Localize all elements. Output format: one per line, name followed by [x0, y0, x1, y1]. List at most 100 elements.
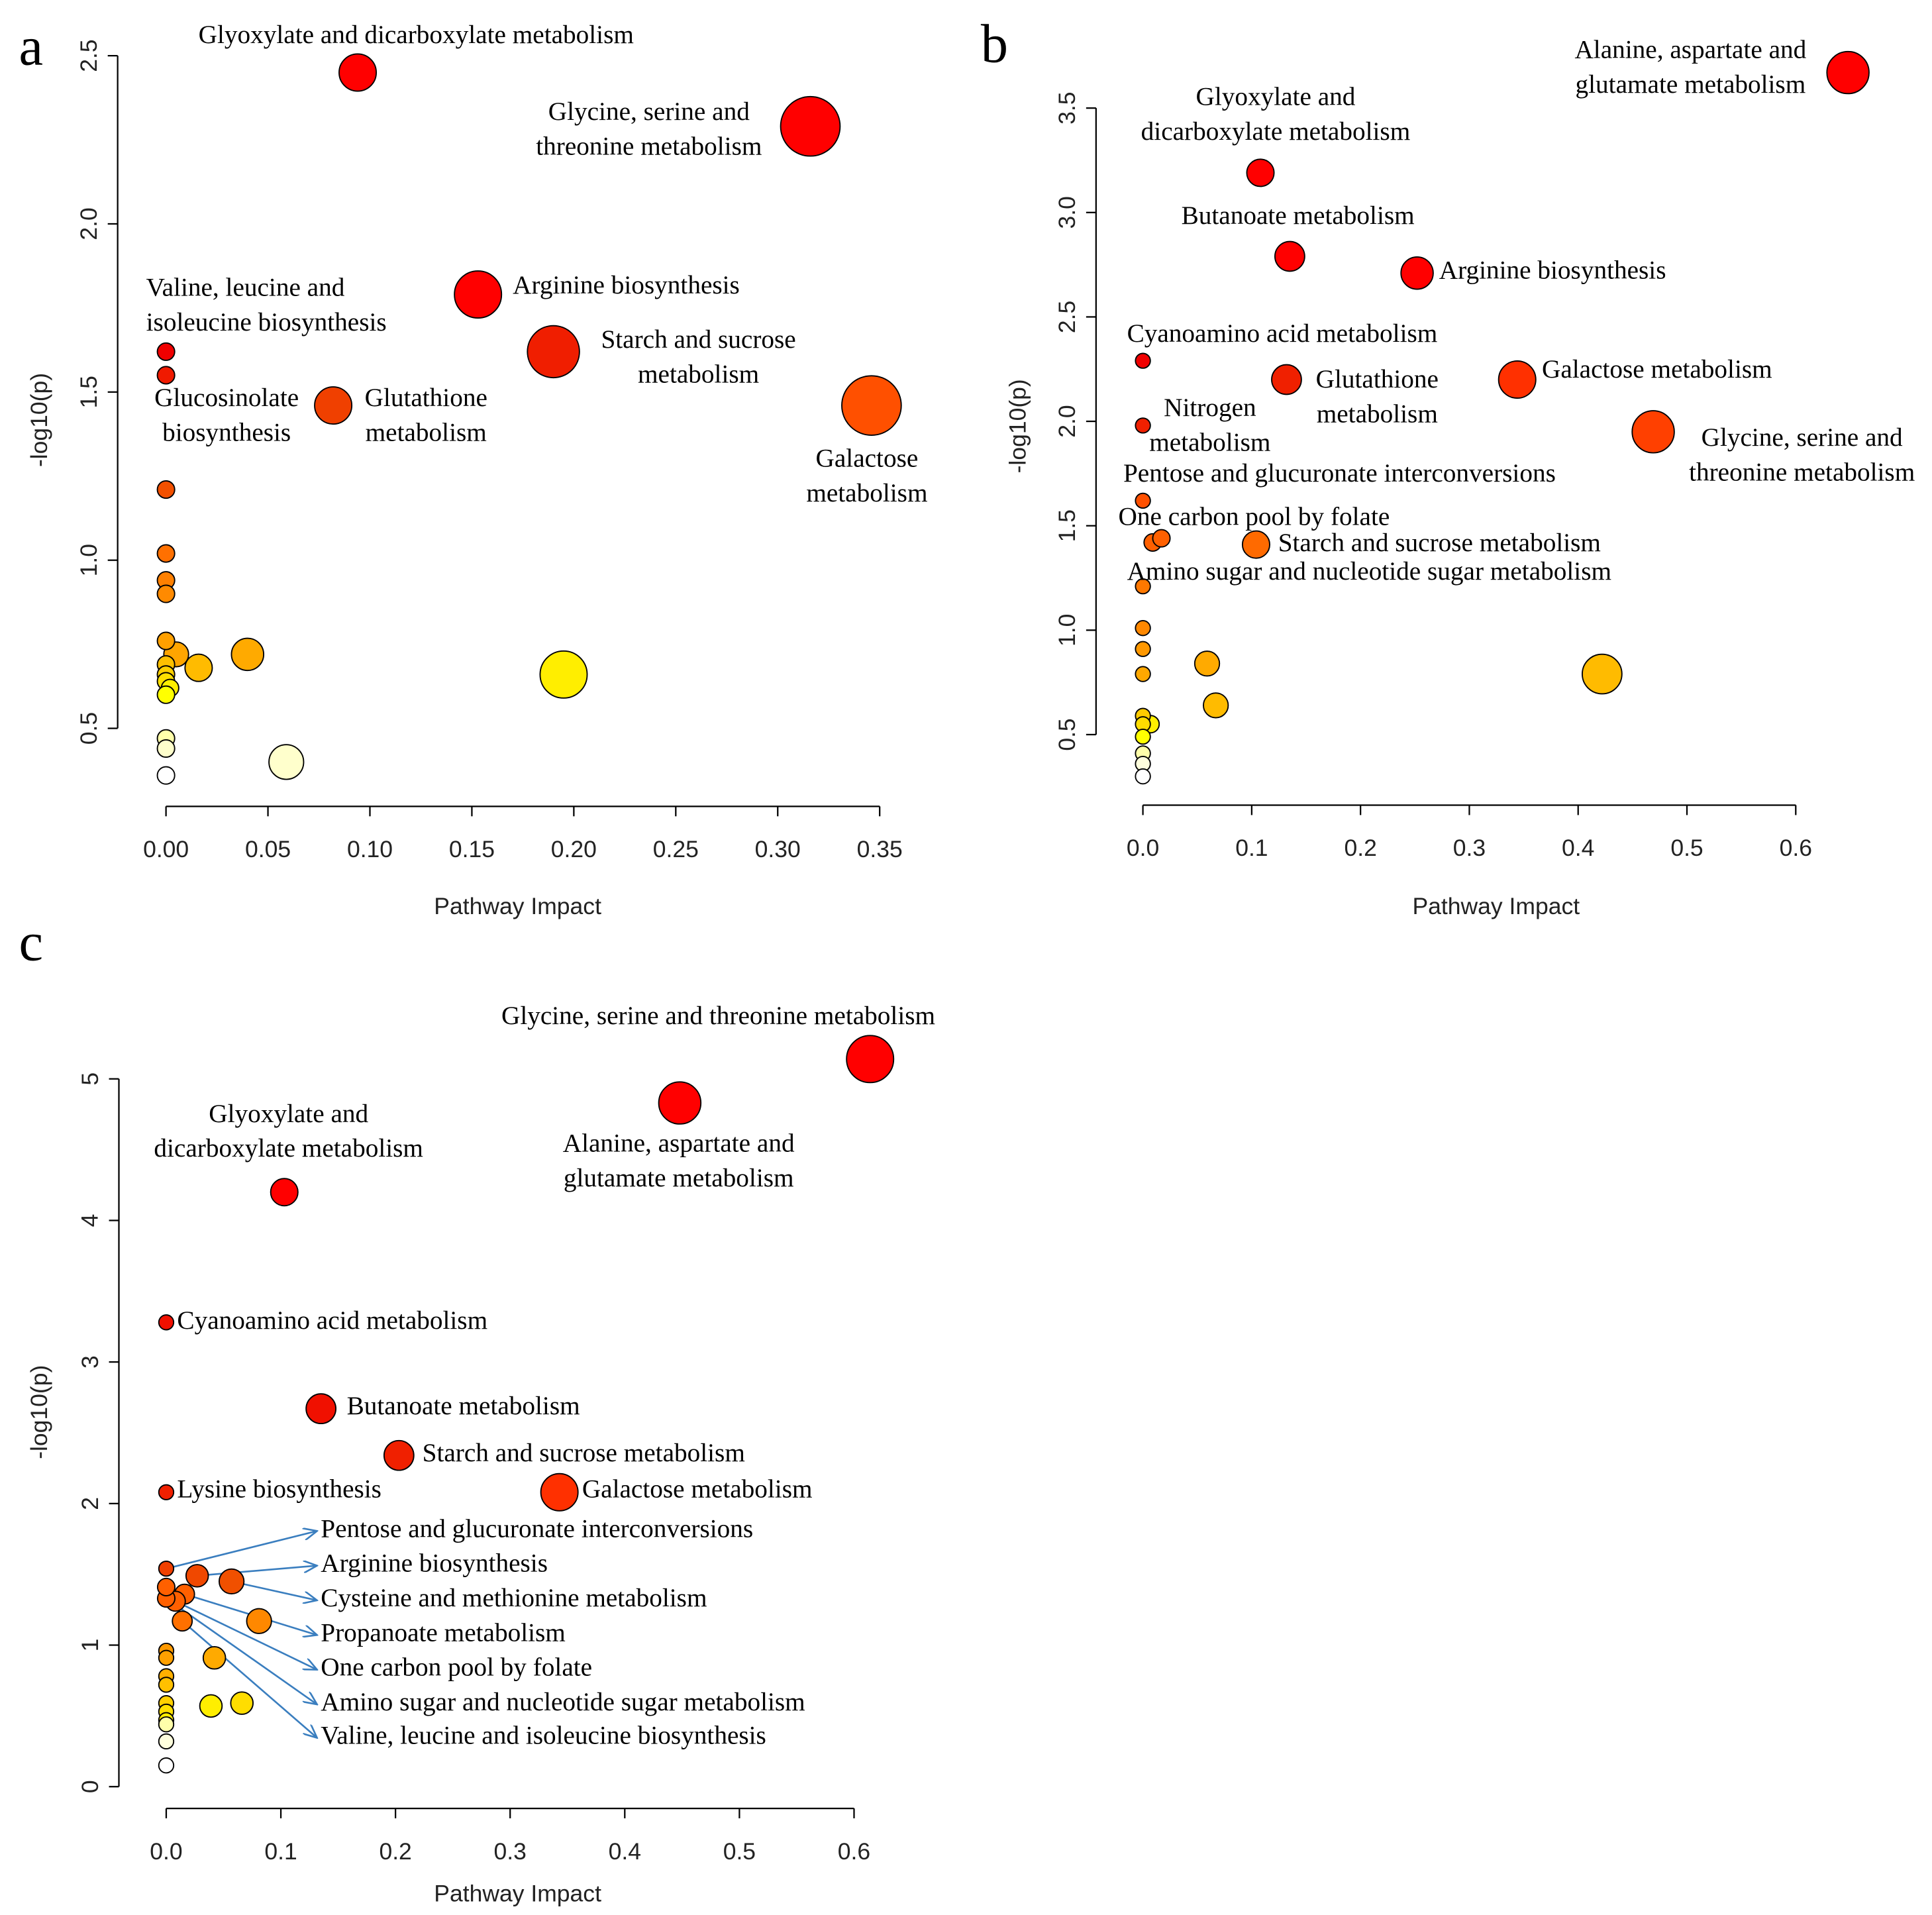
point [540, 1473, 579, 1512]
y-axis-label: -log10(p) [26, 1365, 52, 1459]
point [780, 95, 841, 157]
point-label: dicarboxylate metabolism [1141, 117, 1411, 146]
point [156, 631, 176, 650]
point-label: Butanoate metabolism [347, 1392, 580, 1420]
point [1135, 641, 1151, 657]
point-label: One carbon pool by folate [321, 1653, 592, 1682]
arrow [231, 1580, 317, 1600]
x-tick-label: 0.4 [609, 1838, 641, 1865]
panel-letter: b [981, 14, 1008, 74]
point-label: Glycine, serine and [1702, 423, 1903, 452]
point [1582, 653, 1623, 695]
x-tick-label: 0.15 [449, 836, 495, 862]
point-label: Glyoxylate and [1196, 83, 1356, 111]
point [1271, 364, 1302, 395]
point [846, 1035, 895, 1084]
point-label: Arginine biosynthesis [513, 271, 740, 299]
point [158, 1484, 175, 1500]
point [202, 1646, 227, 1670]
point [1241, 530, 1270, 559]
x-tick-label: 0.0 [150, 1838, 182, 1865]
point [1135, 352, 1151, 369]
point-label: Alanine, aspartate and [563, 1129, 795, 1158]
point-label: Cyanoamino acid metabolism [1127, 319, 1438, 348]
point-label: threonine metabolism [1689, 458, 1915, 486]
point [1246, 158, 1275, 187]
point [1631, 410, 1675, 454]
point [172, 1610, 193, 1632]
x-tick-label: 0.6 [838, 1838, 870, 1865]
point [158, 1716, 175, 1733]
point [156, 739, 176, 758]
point [158, 1757, 175, 1774]
point-label: Glucosinolate [154, 384, 299, 412]
point-label: Glycine, serine and [548, 97, 750, 126]
point-label: Nitrogen [1164, 393, 1256, 422]
point [156, 584, 176, 603]
point-label: Lysine biosynthesis [177, 1475, 381, 1503]
point-label: Valine, leucine and [146, 274, 345, 302]
point-label: Glyoxylate and [209, 1100, 368, 1128]
point [230, 637, 265, 672]
point [158, 1677, 175, 1693]
y-tick-label: 2.5 [1054, 301, 1080, 333]
point [246, 1608, 272, 1634]
y-tick-label: 2.5 [76, 39, 102, 72]
point-label: Galactose [816, 444, 919, 473]
point-label: Cysteine and methionine metabolism [321, 1584, 707, 1612]
point-label: glutamate metabolism [1576, 70, 1806, 99]
point [338, 53, 378, 92]
point-label: dicarboxylate metabolism [154, 1134, 423, 1163]
point-label: threonine metabolism [536, 132, 762, 160]
y-axis-label: -log10(p) [1004, 379, 1031, 473]
point [1135, 417, 1151, 434]
arrow [166, 1531, 317, 1570]
point [158, 1649, 175, 1666]
point-label: Starch and sucrose metabolism [423, 1439, 745, 1467]
point [1194, 650, 1221, 677]
point-label: metabolism [806, 479, 927, 507]
arrow [175, 1600, 317, 1669]
point [1135, 728, 1151, 745]
x-tick-label: 0.05 [245, 836, 291, 862]
point-label: Pentose and glucuronate interconversions [321, 1514, 753, 1543]
x-axis-label: Pathway Impact [1412, 893, 1580, 919]
point-label: metabolism [638, 360, 759, 389]
point [156, 366, 176, 385]
point [658, 1081, 702, 1125]
x-tick-label: 0.3 [494, 1838, 527, 1865]
point [1498, 360, 1537, 399]
x-tick-label: 0.6 [1780, 835, 1812, 861]
point-label: One carbon pool by folate [1118, 503, 1390, 531]
y-tick-label: 4 [77, 1214, 103, 1227]
y-tick-label: 0.5 [76, 712, 102, 745]
point [305, 1393, 337, 1425]
point [156, 685, 176, 704]
point [156, 480, 176, 499]
point [199, 1694, 223, 1718]
point [1826, 50, 1870, 95]
point-label: Glycine, serine and threonine metabolism [501, 1002, 935, 1030]
point-label: metabolism [1317, 399, 1438, 428]
x-tick-label: 0.25 [653, 836, 699, 862]
x-tick-label: 0.5 [1670, 835, 1703, 861]
point-label: Galactose metabolism [1542, 355, 1772, 384]
x-axis-label: Pathway Impact [434, 1880, 601, 1906]
point [185, 1564, 209, 1588]
point-label: Butanoate metabolism [1182, 201, 1415, 230]
point [527, 325, 580, 379]
arrow [181, 1620, 317, 1737]
x-tick-label: 0.0 [1127, 835, 1159, 861]
point-label: isoleucine biosynthesis [146, 308, 387, 336]
point-label: Pentose and glucuronate interconversions [1123, 459, 1556, 488]
point [156, 766, 176, 785]
point-label: biosynthesis [162, 418, 291, 446]
point [156, 342, 176, 361]
point-label: Starch and sucrose [601, 325, 795, 354]
point [1135, 578, 1151, 595]
panel-letter: c [19, 911, 43, 972]
point [1135, 768, 1151, 785]
point [184, 653, 213, 682]
y-axis-label: -log10(p) [26, 373, 52, 467]
